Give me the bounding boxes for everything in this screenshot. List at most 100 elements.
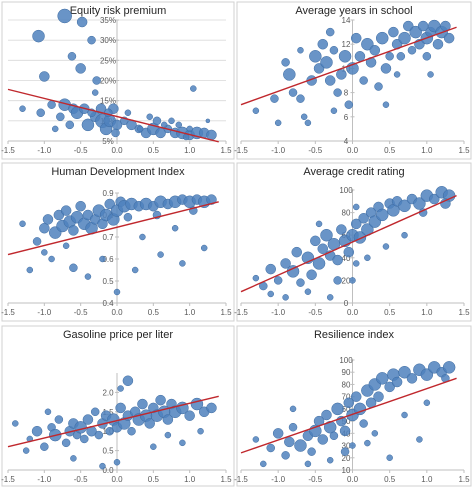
data-point (60, 205, 72, 216)
data-point (288, 422, 298, 432)
panel-border (1, 1, 235, 160)
trend-line (7, 201, 219, 256)
data-point (344, 100, 354, 109)
data-point (48, 255, 55, 263)
data-point (354, 51, 366, 62)
data-point (252, 107, 260, 114)
data-point (393, 71, 401, 78)
y-tick-label: 0.6 (102, 255, 114, 264)
y-tick-label: 0.5 (102, 277, 114, 286)
data-point (94, 430, 104, 440)
data-point (139, 233, 146, 241)
data-point (289, 405, 297, 413)
x-tick-label: -1.0 (271, 475, 285, 484)
data-point (175, 121, 183, 129)
x-tick-label: -0.5 (308, 475, 322, 484)
x-tick-label: -0.5 (74, 308, 88, 317)
data-point (39, 222, 50, 234)
data-point (331, 402, 344, 416)
y-tick-label: 80 (342, 209, 351, 218)
panel-border (1, 325, 235, 487)
data-point (39, 71, 50, 82)
trend-line (7, 88, 219, 143)
data-point (90, 407, 100, 417)
data-point (252, 274, 260, 282)
data-point (160, 121, 168, 129)
data-point (281, 58, 290, 67)
data-point (81, 118, 95, 132)
y-tick-label: 30 (342, 442, 351, 451)
data-point (42, 214, 54, 225)
data-point (144, 418, 155, 429)
y-tick-label: 100 (339, 186, 353, 195)
data-point (117, 385, 124, 392)
data-point (12, 420, 19, 427)
x-tick-label: -1.0 (37, 146, 51, 155)
x-tick-label: 1.0 (421, 146, 433, 155)
panel-border (1, 162, 235, 322)
data-point (137, 125, 144, 133)
y-tick-label: 14 (342, 16, 351, 25)
data-point (385, 52, 394, 61)
data-point (409, 25, 422, 39)
chart-title: Gasoline price per liter (63, 329, 173, 341)
y-tick-label: 40 (342, 254, 351, 263)
data-point (124, 109, 132, 117)
data-point (443, 32, 455, 44)
x-tick-label: -1.5 (1, 308, 15, 317)
data-point (31, 425, 43, 437)
data-point (32, 237, 42, 246)
data-point (297, 47, 304, 54)
data-point (416, 436, 423, 443)
data-point (427, 71, 434, 78)
y-tick-label: 90 (342, 368, 351, 377)
data-point (423, 399, 431, 407)
data-point (123, 212, 133, 222)
data-point (406, 373, 418, 384)
data-point (380, 63, 392, 74)
data-point (283, 68, 296, 81)
data-point (67, 52, 77, 61)
data-point (382, 101, 390, 108)
data-point (111, 128, 120, 138)
data-point (75, 200, 86, 212)
trend-line (7, 395, 219, 448)
y-tick-label: 25% (100, 56, 116, 65)
y-tick-label: 35% (100, 16, 116, 25)
data-point (65, 120, 75, 130)
y-tick-label: 100 (339, 356, 353, 365)
trend-line (240, 377, 457, 454)
data-point (75, 63, 86, 74)
data-point (179, 260, 186, 267)
y-tick-label: 30% (100, 36, 116, 45)
data-point (398, 31, 411, 45)
data-point (375, 208, 389, 222)
data-point (179, 439, 186, 447)
data-point (162, 414, 174, 425)
data-point (186, 125, 193, 133)
chart-title: Resilience index (314, 329, 395, 341)
y-tick-label: 0.4 (102, 299, 114, 308)
data-point (205, 118, 211, 124)
x-tick-label: 0.5 (148, 475, 160, 484)
data-point (19, 105, 26, 112)
data-point (61, 438, 71, 448)
data-point (361, 37, 374, 51)
data-point (157, 251, 164, 258)
data-point (320, 228, 333, 242)
x-tick-label: 1.0 (421, 308, 433, 317)
data-point (330, 107, 338, 114)
data-point (336, 224, 347, 235)
x-tick-label: 1.5 (220, 475, 232, 484)
x-tick-label: 0.5 (384, 146, 396, 155)
trend-line (240, 195, 457, 293)
y-tick-label: 20% (100, 77, 116, 86)
data-point (413, 197, 426, 210)
x-tick-label: -1.0 (271, 146, 285, 155)
y-tick-label: 5% (102, 137, 114, 146)
data-point (47, 100, 56, 109)
data-point (349, 442, 356, 449)
data-point (349, 277, 356, 284)
x-tick-label: -1.5 (234, 475, 248, 484)
data-point (429, 193, 440, 205)
